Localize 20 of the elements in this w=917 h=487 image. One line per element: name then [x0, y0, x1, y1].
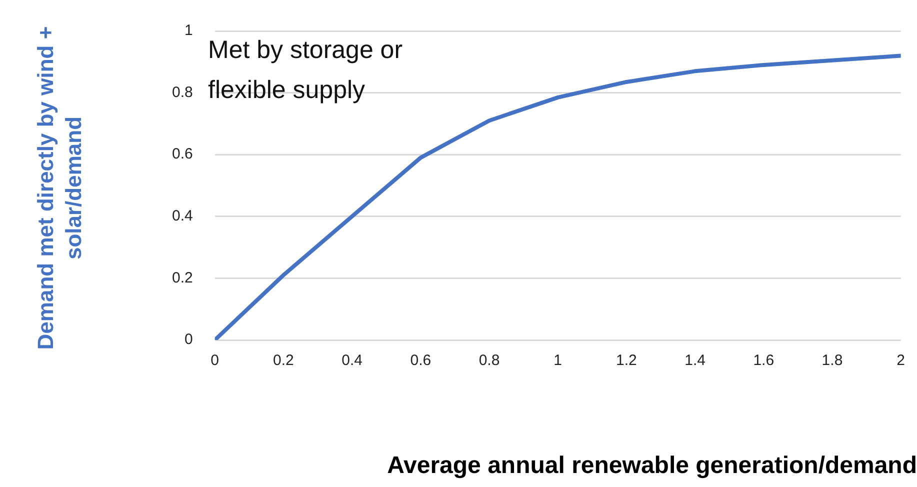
y-axis-title: Demand met directly by wind + solar/demand [32, 25, 87, 352]
y-tick-label: 0.4 [172, 208, 193, 225]
x-tick-label: 2 [896, 352, 905, 370]
x-tick-label: 0.2 [273, 352, 294, 370]
annotation: Met by storage or flexible supply [208, 35, 404, 106]
x-tick-label: 0.4 [342, 352, 362, 370]
x-tick-label: 1 [554, 352, 562, 370]
y-tick-label: 0.2 [172, 269, 193, 286]
x-tick-label: 1.4 [684, 352, 706, 370]
x-axis-title: Average annual renewable generation/demand [386, 452, 917, 480]
x-tick-label: 0.8 [478, 352, 500, 370]
x-tick-label: 1.8 [822, 352, 843, 370]
y-tick-label: 1 [184, 22, 193, 40]
x-tick-label: 1.2 [616, 352, 637, 370]
x-tick-label: 1.6 [753, 352, 774, 370]
x-tick-label: 0 [210, 352, 220, 370]
y-tick-label: 0 [184, 331, 193, 348]
y-tick-label: 0.8 [172, 84, 193, 101]
y-tick-label: 0.6 [172, 146, 193, 163]
x-tick-label: 0.6 [410, 352, 432, 370]
